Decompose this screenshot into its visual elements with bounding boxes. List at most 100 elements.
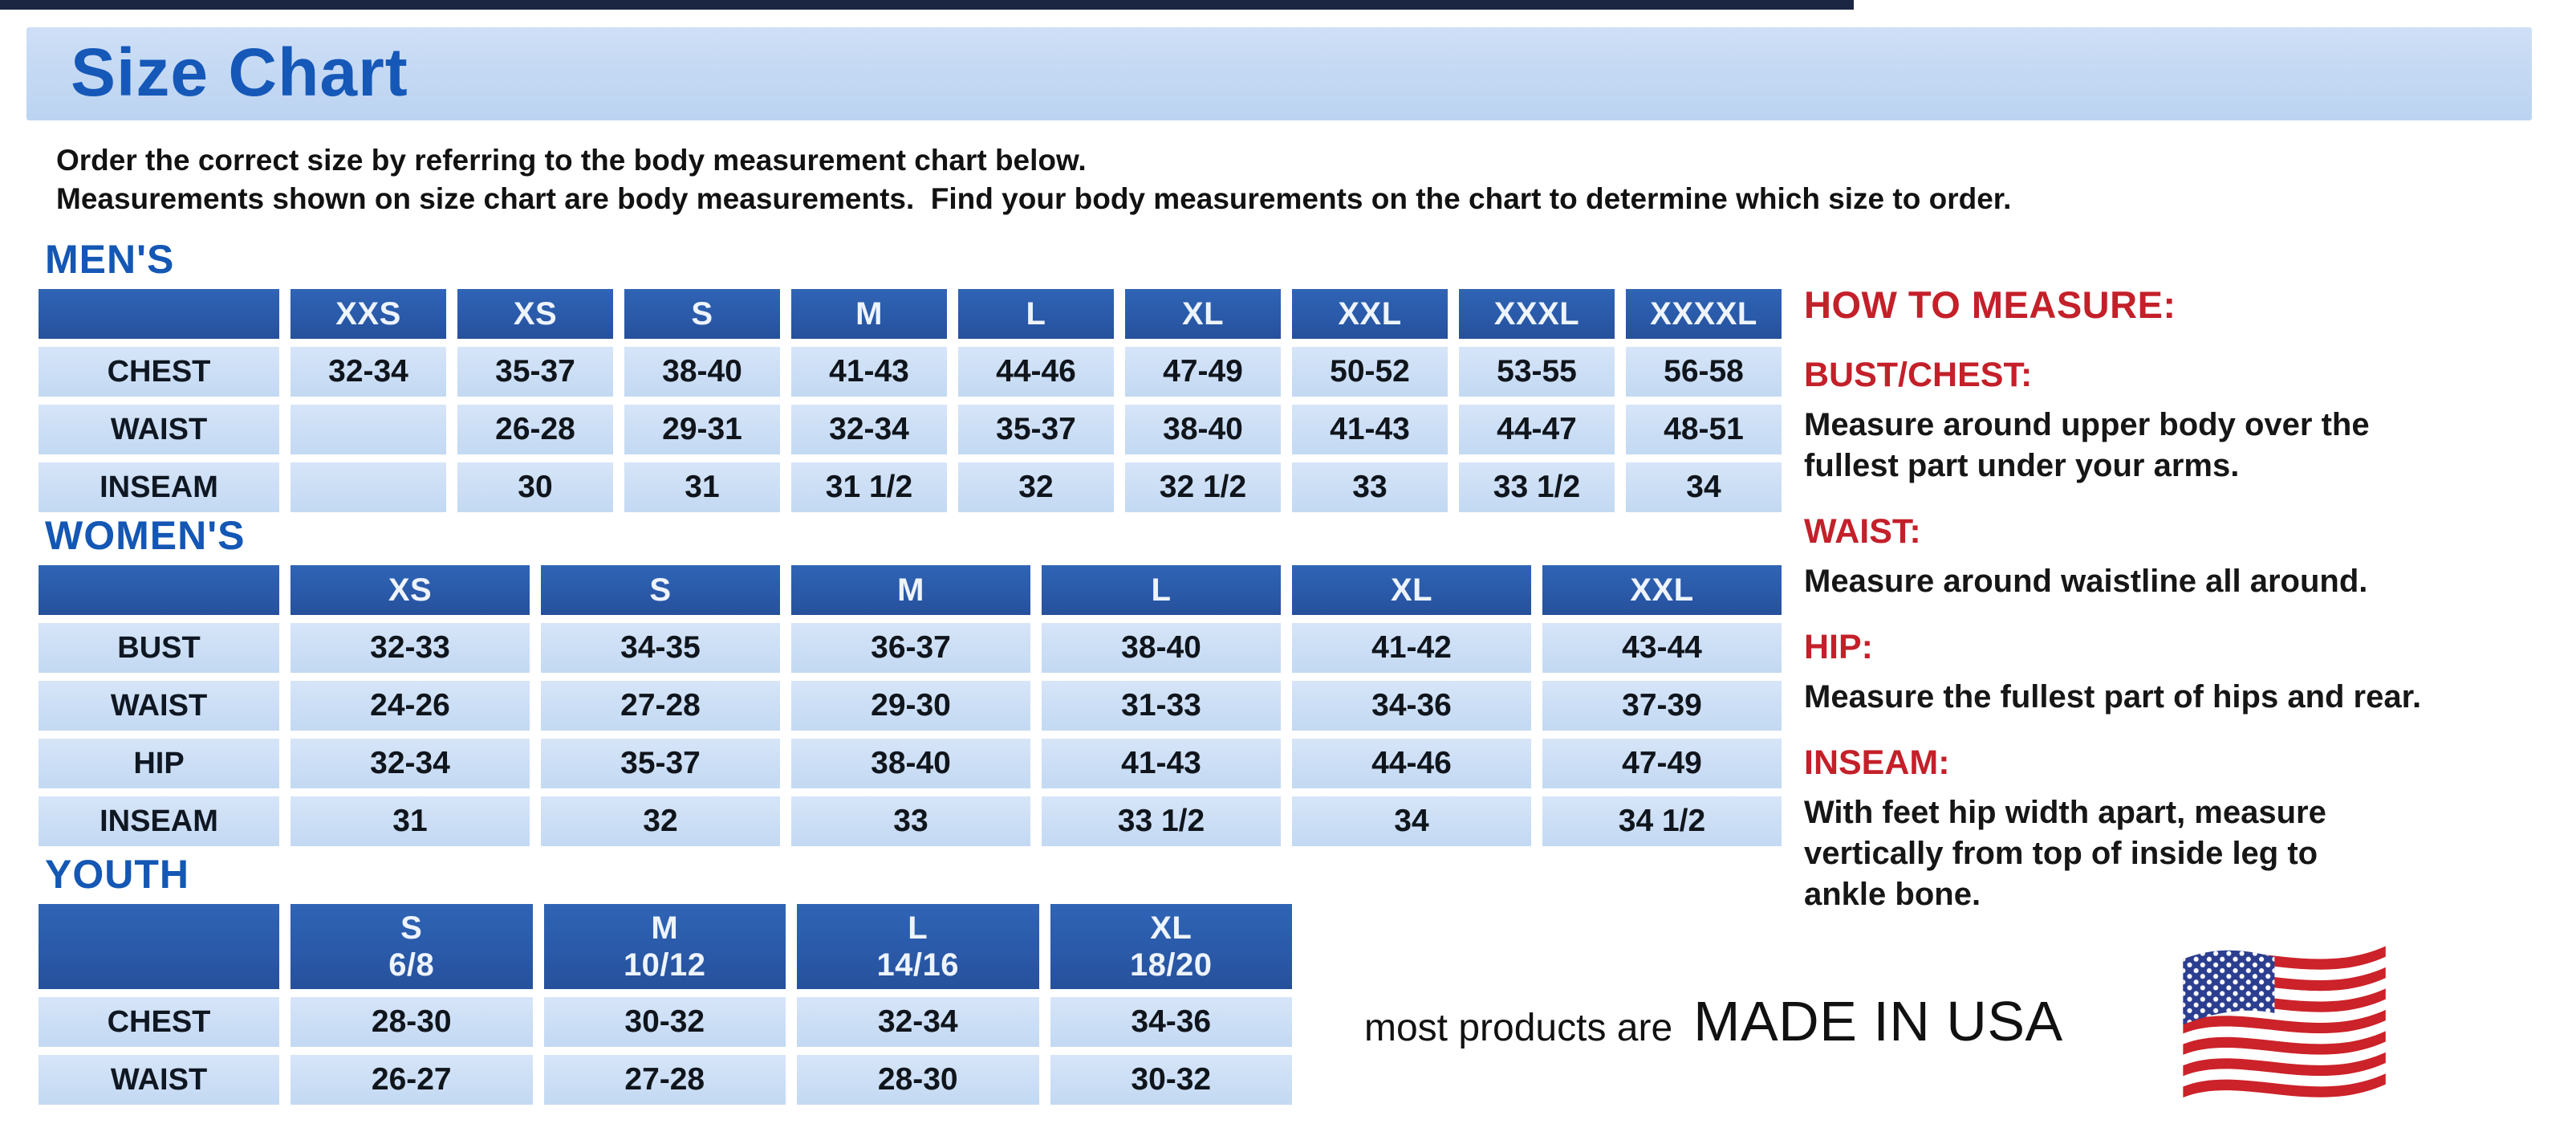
measurement-cell: 38-40 bbox=[1125, 405, 1281, 454]
table-row: BUST 32-33 34-35 36-37 38-40 41-42 43-44 bbox=[39, 623, 1782, 673]
row-label: WAIST bbox=[39, 405, 279, 454]
table-row: INSEAM 30 31 31 1/2 32 32 1/2 33 33 1/2 34 bbox=[39, 462, 1782, 512]
row-label: WAIST bbox=[39, 1055, 279, 1105]
measurement-cell: 47-49 bbox=[1542, 739, 1782, 788]
measurement-cell: 33 1/2 bbox=[1459, 462, 1615, 512]
measurement-cell: 32 1/2 bbox=[1125, 462, 1281, 512]
measurement-cell: 38-40 bbox=[624, 347, 780, 397]
womens-size-table: XS S M L XL XXL BUST 32-33 34-35 36-37 38-40 41-42 4… bbox=[27, 557, 1793, 854]
size-letter: L bbox=[908, 910, 928, 946]
size-column-header: L bbox=[958, 289, 1114, 339]
us-flag-icon bbox=[2167, 933, 2395, 1100]
measurement-cell: 26-28 bbox=[457, 405, 613, 454]
measurement-cell: 34 bbox=[1626, 462, 1782, 512]
measurement-cell: 38-40 bbox=[1042, 623, 1281, 673]
measurement-cell: 35-37 bbox=[457, 347, 613, 397]
measurement-cell: 32-34 bbox=[791, 405, 947, 454]
measurement-cell: 41-43 bbox=[1292, 405, 1448, 454]
measurement-cell: 33 bbox=[1292, 462, 1448, 512]
header-row: XS S M L XL XXL bbox=[39, 565, 1782, 615]
measurement-cell bbox=[291, 462, 446, 512]
measurement-cell: 32-33 bbox=[291, 623, 530, 673]
measurement-cell: 27-28 bbox=[543, 1055, 786, 1105]
measurement-cell: 31 1/2 bbox=[791, 462, 947, 512]
measure-description: Measure around upper body over the fulle… bbox=[1804, 407, 2370, 483]
table-row: WAIST 26-28 29-31 32-34 35-37 38-40 41-43 44-47… bbox=[39, 405, 1782, 454]
measurement-cell: 29-31 bbox=[624, 405, 780, 454]
table-row: WAIST 26-27 27-28 28-30 30-32 bbox=[39, 1055, 1292, 1105]
measurement-cell: 41-42 bbox=[1292, 623, 1531, 673]
measurement-cell: 38-40 bbox=[791, 739, 1030, 788]
size-column-header: XL bbox=[1125, 289, 1281, 339]
measurement-cell: 37-39 bbox=[1542, 681, 1782, 731]
measurement-cell: 24-26 bbox=[291, 681, 530, 731]
measurement-cell: 43-44 bbox=[1542, 623, 1782, 673]
measurement-cell: 32-34 bbox=[291, 347, 446, 397]
size-column-header: XS bbox=[457, 289, 613, 339]
corner-cell bbox=[39, 289, 279, 339]
measurement-cell: 50-52 bbox=[1292, 347, 1448, 397]
measurement-cell: 44-46 bbox=[958, 347, 1114, 397]
measurement-cell: 44-47 bbox=[1459, 405, 1615, 454]
how-to-measure-panel: HOW TO MEASURE: BUST/CHEST: Measure aroun… bbox=[1804, 283, 2576, 915]
measurement-cell: 34-36 bbox=[1292, 681, 1531, 731]
size-column-header: S 6/8 bbox=[291, 904, 533, 989]
row-label: CHEST bbox=[39, 997, 279, 1047]
measurement-cell: 35-37 bbox=[958, 405, 1114, 454]
measurement-cell: 30 bbox=[457, 462, 613, 512]
measurement-cell: 53-55 bbox=[1459, 347, 1615, 397]
size-letter: S bbox=[400, 910, 423, 946]
measurement-cell: 34 bbox=[1292, 796, 1531, 846]
header-row: S 6/8 M 10/12 L 14/16 XL 18/20 bbox=[39, 904, 1292, 989]
header-row: XXS XS S M L XL XXL XXXL XXXXL bbox=[39, 289, 1782, 339]
size-age-range: 18/20 bbox=[1129, 947, 1213, 983]
measure-description: Measure around waistline all around. bbox=[1804, 564, 2368, 599]
measure-description: Measure the fullest part of hips and rea… bbox=[1804, 679, 2422, 715]
measurement-cell: 29-30 bbox=[791, 681, 1030, 731]
size-column-header: XXL bbox=[1542, 565, 1782, 615]
measurement-cell: 34-35 bbox=[541, 623, 780, 673]
measurement-cell: 31-33 bbox=[1042, 681, 1281, 731]
measurement-cell: 30-32 bbox=[1050, 1055, 1292, 1105]
size-age-range: 10/12 bbox=[623, 947, 706, 983]
corner-cell bbox=[39, 904, 279, 989]
measurement-cell bbox=[291, 405, 446, 454]
row-label: INSEAM bbox=[39, 796, 279, 846]
size-age-range: 14/16 bbox=[876, 947, 960, 983]
size-column-header: M bbox=[791, 289, 947, 339]
size-column-header: XXS bbox=[291, 289, 446, 339]
size-column-header: M bbox=[791, 565, 1030, 615]
size-column-header: S bbox=[541, 565, 780, 615]
page-header-banner: Size Chart bbox=[26, 27, 2532, 120]
size-letter: M bbox=[651, 910, 679, 946]
row-label: BUST bbox=[39, 623, 279, 673]
size-column-header: XL bbox=[1292, 565, 1531, 615]
intro-line-2: Measurements shown on size chart are bod… bbox=[56, 182, 2012, 215]
measurement-cell: 36-37 bbox=[791, 623, 1030, 673]
made-in-usa-label: MADE IN USA bbox=[1693, 990, 2063, 1053]
measurement-cell: 28-30 bbox=[797, 1055, 1039, 1105]
measurement-cell: 30-32 bbox=[543, 997, 786, 1047]
youth-section-heading: YOUTH bbox=[45, 852, 189, 897]
how-to-measure-items: BUST/CHEST: Measure around upper body ove… bbox=[1804, 356, 2576, 915]
table-row: CHEST 28-30 30-32 32-34 34-36 bbox=[39, 997, 1292, 1047]
table-row: WAIST 24-26 27-28 29-30 31-33 34-36 37-39 bbox=[39, 681, 1782, 731]
table-row: CHEST 32-34 35-37 38-40 41-43 44-46 47-49 50-52… bbox=[39, 347, 1782, 397]
size-column-header: S bbox=[624, 289, 780, 339]
size-column-header: L 14/16 bbox=[797, 904, 1039, 989]
measurement-cell: 31 bbox=[624, 462, 780, 512]
row-label: HIP bbox=[39, 739, 279, 788]
top-border-strip bbox=[0, 0, 1854, 10]
measurement-cell: 56-58 bbox=[1626, 347, 1782, 397]
measure-term: INSEAM: bbox=[1804, 743, 1950, 782]
measurement-cell: 33 bbox=[791, 796, 1030, 846]
measurement-cell: 32 bbox=[541, 796, 780, 846]
measurement-cell: 41-43 bbox=[1042, 739, 1281, 788]
size-letter: XL bbox=[1150, 910, 1193, 946]
measurement-cell: 41-43 bbox=[791, 347, 947, 397]
measure-term: WAIST: bbox=[1804, 512, 1921, 551]
made-in-usa-note: most products are MADE IN USA bbox=[1364, 989, 2063, 1053]
size-column-header: XXXXL bbox=[1626, 289, 1782, 339]
measurement-cell: 48-51 bbox=[1626, 405, 1782, 454]
